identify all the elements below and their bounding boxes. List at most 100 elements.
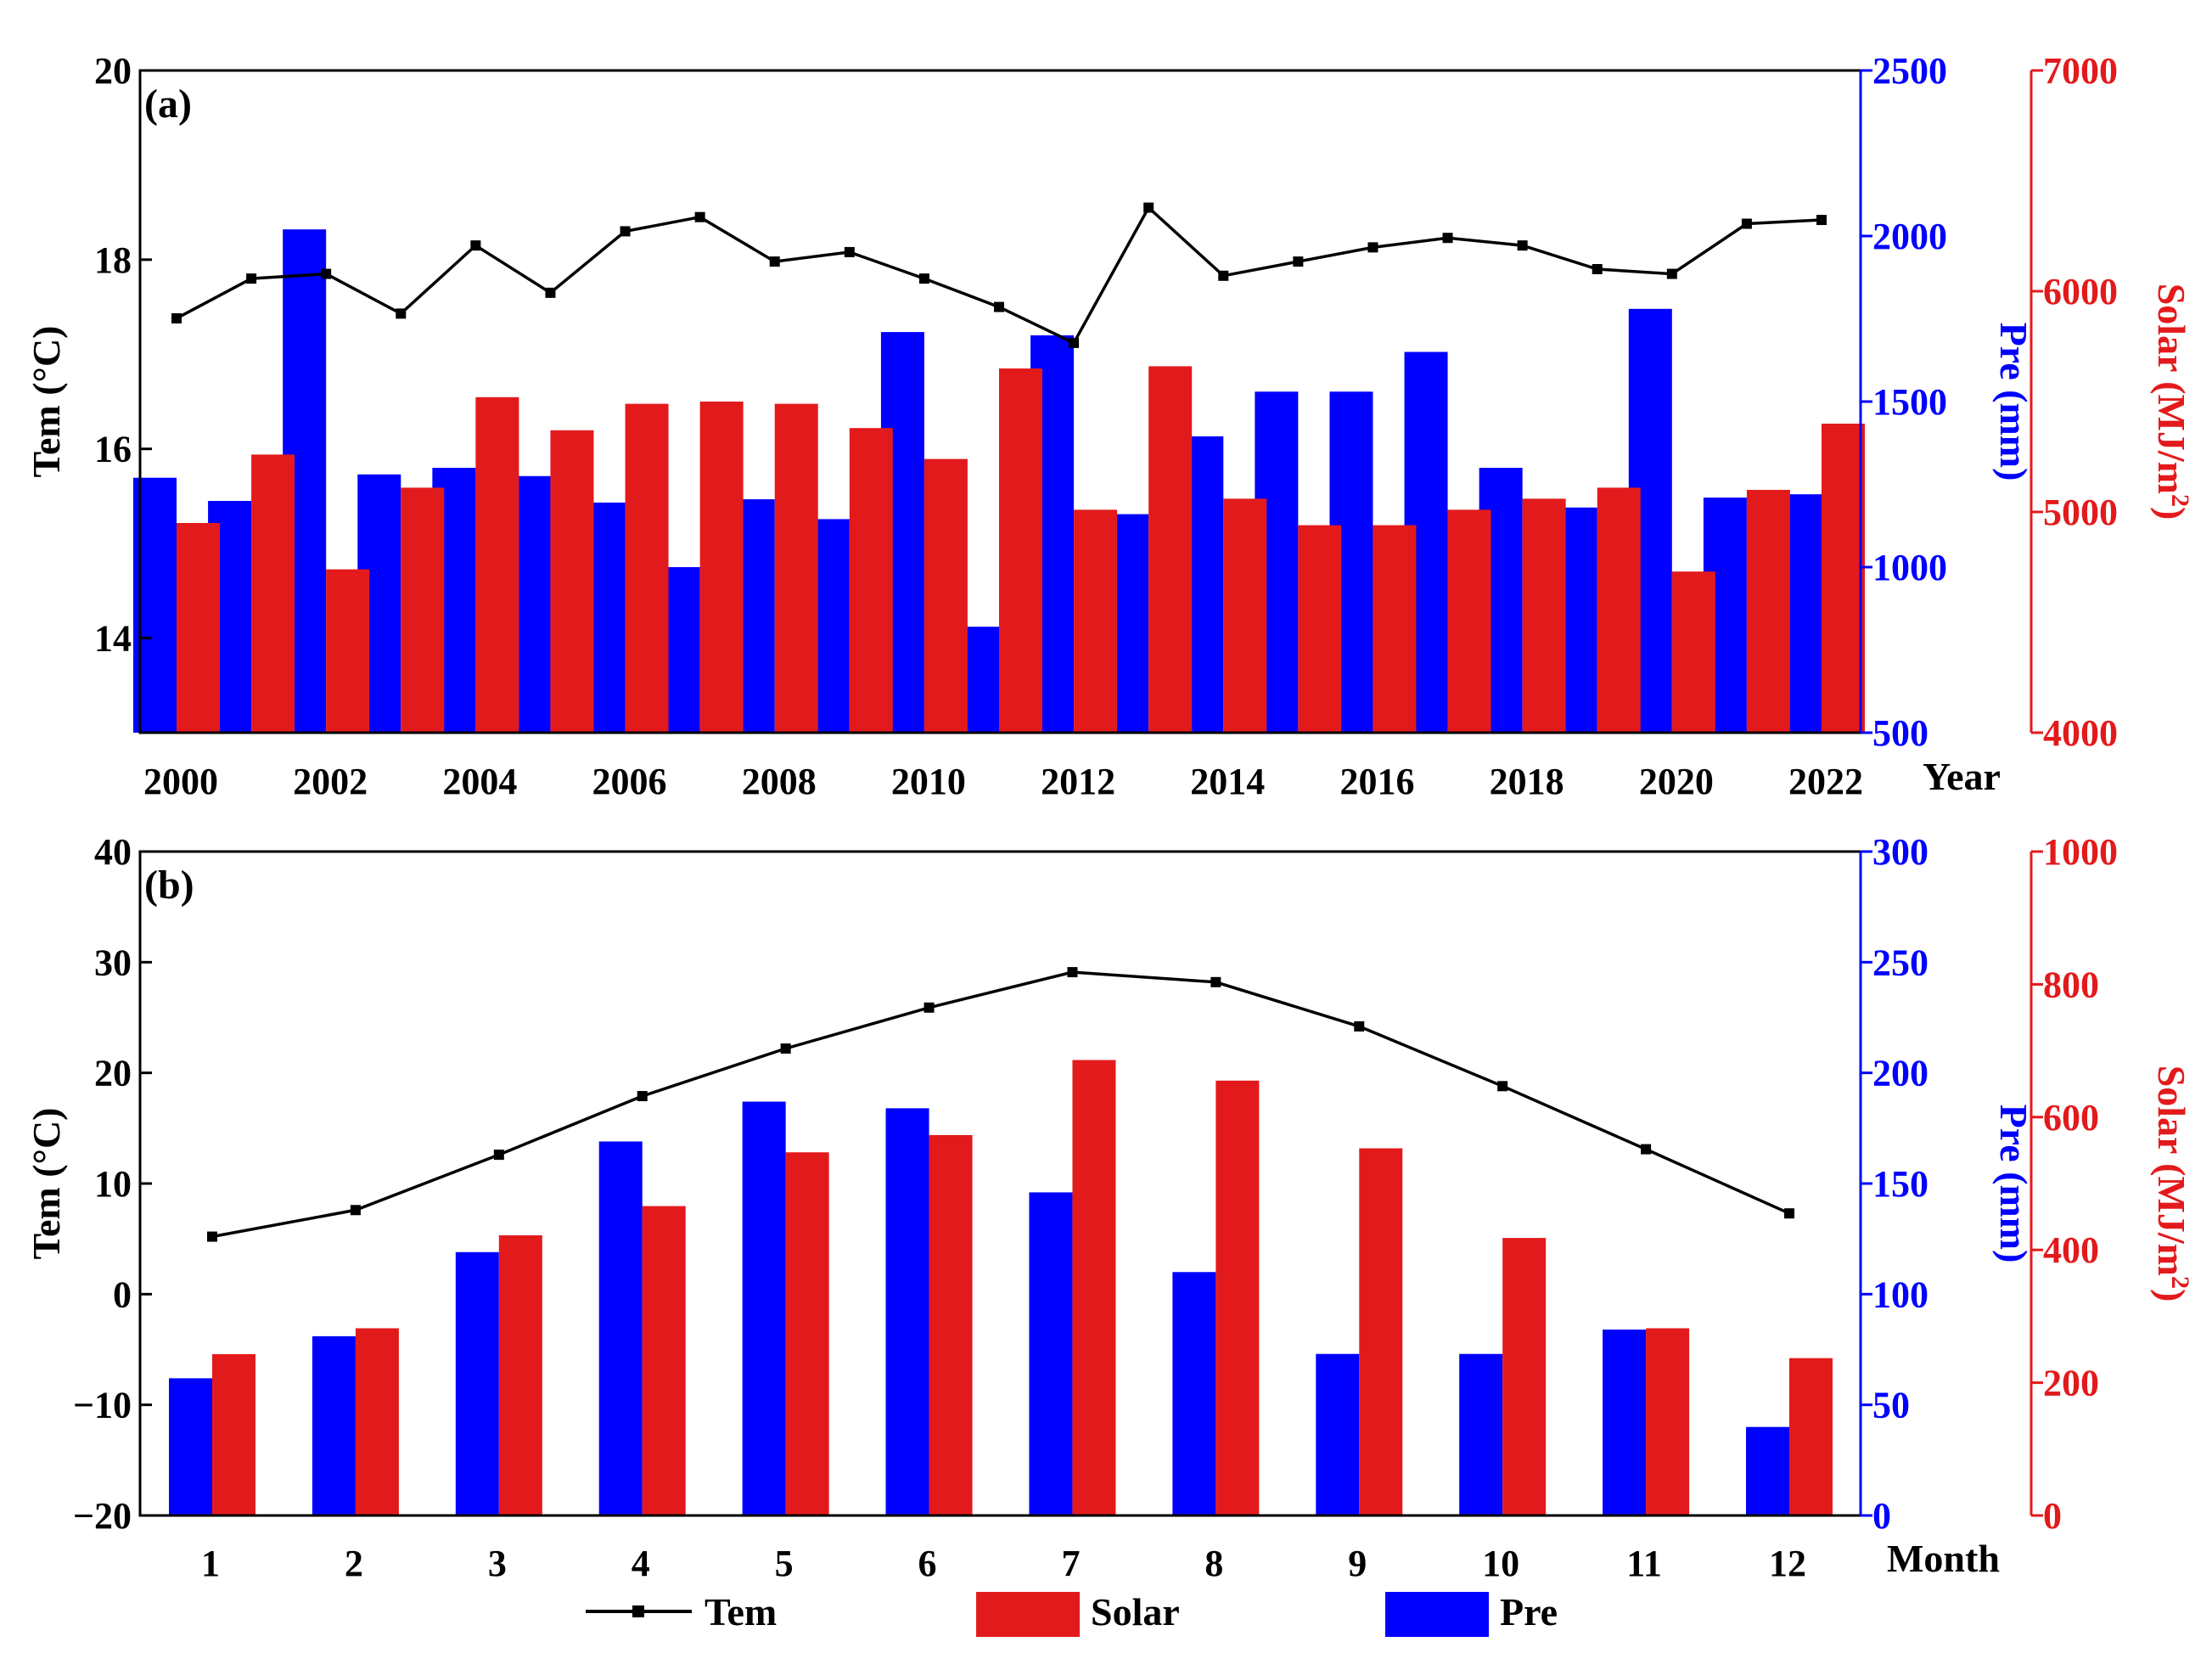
x-tick-label: 7 [1061,1543,1080,1584]
pre-tick-label: 500 [1872,712,1928,754]
tem-axis-title: Tem (°C) [25,1108,68,1260]
tem-point [1367,242,1378,253]
legend: Tem Solar Pre [586,1590,1558,1637]
pre-tick-label: 50 [1872,1385,1910,1426]
tem-tick-label: 16 [94,429,132,470]
tem-point [171,312,182,323]
solar-bar [475,396,519,733]
legend-pre-swatch [1385,1592,1489,1637]
pre-tick-label: 1000 [1872,547,1947,588]
tem-point [1517,240,1528,251]
tem-tick-label: 20 [94,1053,132,1094]
x-tick-label: 2000 [143,761,218,802]
x-tick-label: 5 [775,1543,794,1584]
tem-line [176,205,1822,346]
tem-point [207,1231,217,1242]
pre-axis-title: Pre (mm) [1992,1105,2035,1263]
solar-bar [1646,1328,1690,1515]
x-axis-title: Month [1887,1537,2000,1580]
solar-bar [849,428,893,733]
solar-tick-label: 800 [2043,964,2099,1005]
solar-bar [326,569,370,733]
x-tick-label: 9 [1348,1543,1367,1584]
solar-bar [1671,571,1715,733]
x-tick-label: 2002 [293,761,368,802]
tem-tick-label: 30 [94,942,132,983]
tem-tick-label: 0 [113,1274,132,1315]
x-tick-label: 2022 [1788,761,1863,802]
legend-tem-marker [632,1605,644,1617]
solar-bar [999,368,1042,733]
tem-point [1293,256,1304,267]
solar-bar [1522,498,1566,733]
x-tick-label: 10 [1482,1543,1519,1584]
tem-tick-label: 18 [94,239,132,281]
panel-label: (b) [144,863,194,908]
pre-bar [1172,1272,1216,1515]
tem-point [1784,1208,1794,1219]
x-tick-label: 8 [1204,1543,1223,1584]
pre-tick-label: 2500 [1872,50,1947,92]
solar-tick-label: 7000 [2043,50,2118,92]
tem-point [924,1002,935,1013]
solar-bar [1597,487,1641,733]
tem-point [1816,215,1827,226]
pre-bar [1316,1353,1360,1515]
pre-bar [169,1378,212,1515]
solar-bar [774,403,818,733]
solar-bar [1822,424,1865,733]
solar-bar [625,403,669,733]
pre-bar [885,1108,929,1515]
solar-bar [1373,525,1417,733]
solar-tick-label: 6000 [2043,271,2118,312]
tem-point [1442,233,1453,244]
tem-point [246,273,257,284]
solar-axis-title: Solar (MJ/m2) [2150,1066,2195,1302]
x-axis-title: Year [1923,755,2001,798]
solar-tick-label: 5000 [2043,492,2118,533]
pre-axis-title: Pre (mm) [1992,323,2035,481]
legend-tem-label: Tem [705,1590,777,1633]
tem-point [1354,1021,1365,1032]
tem-point [1741,218,1752,229]
tem-axis-title: Tem (°C) [25,326,68,478]
x-tick-label: 2010 [891,761,966,802]
tem-tick-label: 14 [94,618,132,660]
tem-point [769,256,780,267]
tem-tick-label: 10 [94,1163,132,1205]
pre-tick-label: 2000 [1872,216,1947,257]
tem-point [1666,268,1677,279]
x-tick-label: 3 [488,1543,507,1584]
tem-line [211,970,1790,1239]
tem-point [1218,270,1229,281]
x-tick-label: 2004 [442,761,517,802]
solar-bar [929,1134,973,1515]
panel-a-annual: 14 16 18 20 500 1000 1500 2000 2500 4000 5000 6000 7… [25,50,2195,802]
solar-bar [1447,509,1491,733]
tem-point [780,1043,791,1054]
x-tick-label: 1 [201,1543,220,1584]
pre-tick-label: 150 [1872,1163,1928,1205]
tem-point [321,268,332,279]
solar-bar [1223,498,1267,733]
solar-tick-label: 600 [2043,1097,2099,1139]
solar-tick-label: 400 [2043,1229,2099,1271]
tem-point [637,1091,648,1102]
panel-label: (a) [144,82,192,127]
solar-bar [785,1152,829,1515]
x-tick-label: 4 [632,1543,650,1584]
tem-point [350,1205,361,1216]
x-tick-label: 2008 [742,761,817,802]
solar-tick-label: 200 [2043,1363,2099,1404]
x-tick-label: 2012 [1041,761,1115,802]
tem-point [470,240,481,251]
pre-bar [1029,1192,1073,1515]
x-tick-label: 12 [1769,1543,1806,1584]
pre-tick-label: 300 [1872,831,1928,873]
legend-pre-label: Pre [1500,1590,1558,1633]
x-tick-label: 2018 [1490,761,1564,802]
solar-bar [924,458,968,733]
pre-bar [742,1101,786,1515]
solar-bar [1148,366,1193,733]
x-tick-label: 6 [918,1543,937,1584]
